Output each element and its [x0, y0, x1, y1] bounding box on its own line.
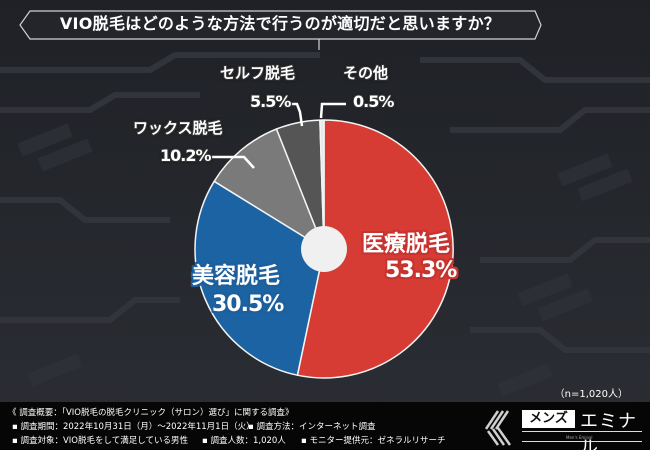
- label-medical-name: 医療脱毛: [362, 232, 451, 257]
- slice-other: [319, 119, 325, 250]
- logo-rule-top: [522, 431, 642, 432]
- slice-wax: [213, 128, 325, 250]
- label-other-name: その他: [343, 64, 389, 82]
- donut-hole: [301, 226, 347, 272]
- slice-medical: [296, 119, 454, 379]
- sample-size: （n=1,020人）: [554, 389, 628, 400]
- label-wax-pct: 10.2%: [160, 146, 212, 165]
- leader-wax: [200, 155, 255, 169]
- survey-period: ▪ 調査期間：2022年10月31日（月）～2022年11月1日（火）: [12, 422, 255, 432]
- chart-title: VIO脱毛はどのような方法で行うのが適切だと思いますか？: [59, 14, 501, 33]
- label-beauty-name: 美容脱毛: [192, 264, 281, 289]
- label-medical-pct: 53.3%: [385, 258, 457, 283]
- logo-mens: メンズ: [522, 410, 575, 428]
- label-self-name: セルフ脱毛: [220, 64, 296, 82]
- title-frame: [19, 10, 542, 50]
- leader-self: [290, 102, 304, 127]
- label-self-pct: 5.5%: [250, 92, 291, 111]
- label-wax-name: ワックス脱毛: [133, 119, 223, 137]
- label-other-pct: 0.5%: [353, 92, 394, 111]
- logo-stripes-icon: [484, 410, 512, 446]
- brand-logo: メンズ エミナル Men's Eminal: [484, 407, 644, 450]
- survey-target: ▪ 調査対象：VIO脱毛をして満足している男性: [12, 436, 188, 446]
- survey-provider: ▪ モニター提供元：ゼネラルリサーチ: [301, 436, 446, 446]
- survey-count: ▪ 調査人数：1,020人: [202, 436, 286, 446]
- survey-method: ▪ 調査方法：インターネット調査: [248, 422, 376, 432]
- label-beauty-pct: 30.5%: [212, 292, 284, 317]
- logo-rule-bottom: [522, 441, 642, 442]
- logo-subtext: Men's Eminal: [566, 435, 593, 440]
- survey-heading: 《 調査概要：「VIO脱毛の脱毛クリニック（サロン）選び」に関する調査》: [8, 408, 294, 418]
- leader-other: [319, 102, 346, 119]
- logo-eminal: エミナル: [580, 411, 637, 450]
